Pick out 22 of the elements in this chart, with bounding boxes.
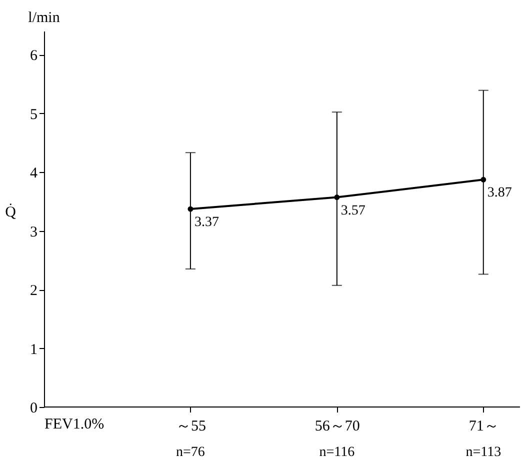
y-axis-title: Q̇	[5, 204, 16, 220]
y-tick-label: 6	[30, 48, 38, 64]
point	[480, 176, 486, 182]
text: l/min	[28, 10, 60, 26]
point	[188, 206, 194, 212]
x-tick-label: 56～70	[314, 418, 360, 434]
data-label: 3.37	[194, 215, 219, 230]
point	[334, 194, 340, 200]
y-tick-label: 2	[30, 283, 38, 299]
text: n=116	[319, 445, 355, 460]
data-label: 3.57	[340, 203, 366, 218]
y-tick-label: 0	[30, 400, 38, 416]
y-tick-label: 3	[30, 224, 38, 240]
text: n=76	[176, 445, 205, 460]
data-label: 3.87	[487, 186, 512, 201]
x-axis-title: FEV1.0%	[44, 416, 104, 432]
x-tick-label: ～55	[176, 418, 206, 434]
y-tick-label: 4	[30, 166, 38, 182]
text: n=113	[466, 445, 502, 460]
y-tick-label: 5	[30, 106, 38, 123]
x-tick-label: 71～	[468, 418, 499, 434]
y-tick-label: 1	[30, 342, 38, 358]
